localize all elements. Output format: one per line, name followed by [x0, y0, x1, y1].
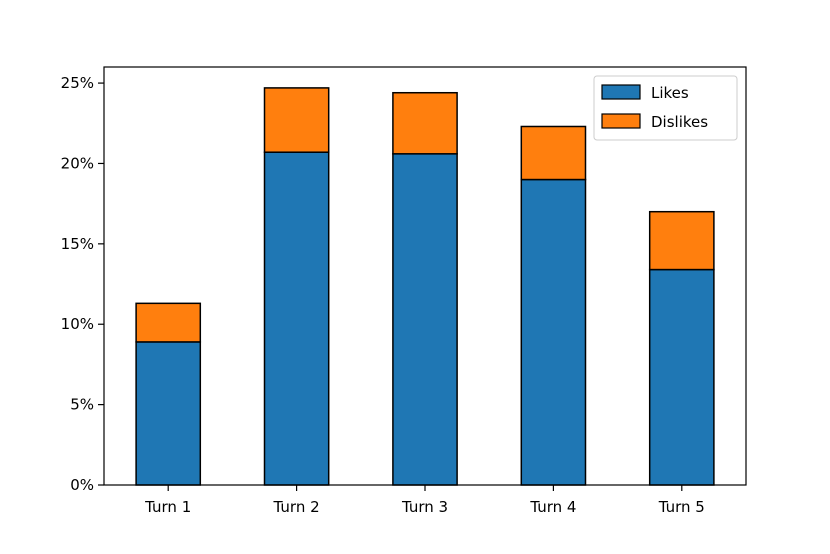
bar-dislikes-5	[648, 210, 715, 271]
legend-swatch-likes	[601, 84, 641, 100]
bar-dislikes-2	[263, 87, 330, 153]
y-tick-label: 5%	[70, 396, 94, 414]
bar-likes-3	[392, 153, 458, 486]
legend-label-dislikes: Dislikes	[651, 113, 708, 131]
bar-dislikes-1	[135, 302, 202, 343]
y-tick-label: 25%	[61, 74, 94, 92]
legend-label-likes: Likes	[651, 84, 689, 102]
y-tick-label: 0%	[70, 476, 94, 494]
axes-layer: 0% 5% 10% 15% 20% 25% Turn 1 Turn 2 Turn 3 Turn 4…	[61, 66, 747, 516]
x-tick-label: Turn 1	[144, 498, 191, 516]
x-tick-label: Turn 2	[273, 498, 320, 516]
y-tick-label: 15%	[61, 235, 94, 253]
bar-likes-4	[520, 178, 587, 486]
y-tick-label: 20%	[61, 154, 94, 172]
bar-dislikes-4	[520, 125, 587, 181]
legend-swatch-dislikes	[601, 113, 641, 129]
legend: Likes Dislikes	[593, 75, 738, 141]
x-tick-label: Turn 4	[529, 498, 576, 516]
bar-likes-1	[135, 341, 202, 486]
bar-dislikes-3	[392, 91, 458, 155]
x-tick-label: Turn 3	[401, 498, 448, 516]
y-tick-label: 10%	[61, 315, 94, 333]
x-tick-label: Turn 5	[658, 498, 705, 516]
bars-layer	[135, 87, 715, 486]
bar-likes-5	[648, 268, 715, 486]
bar-likes-2	[263, 151, 330, 486]
